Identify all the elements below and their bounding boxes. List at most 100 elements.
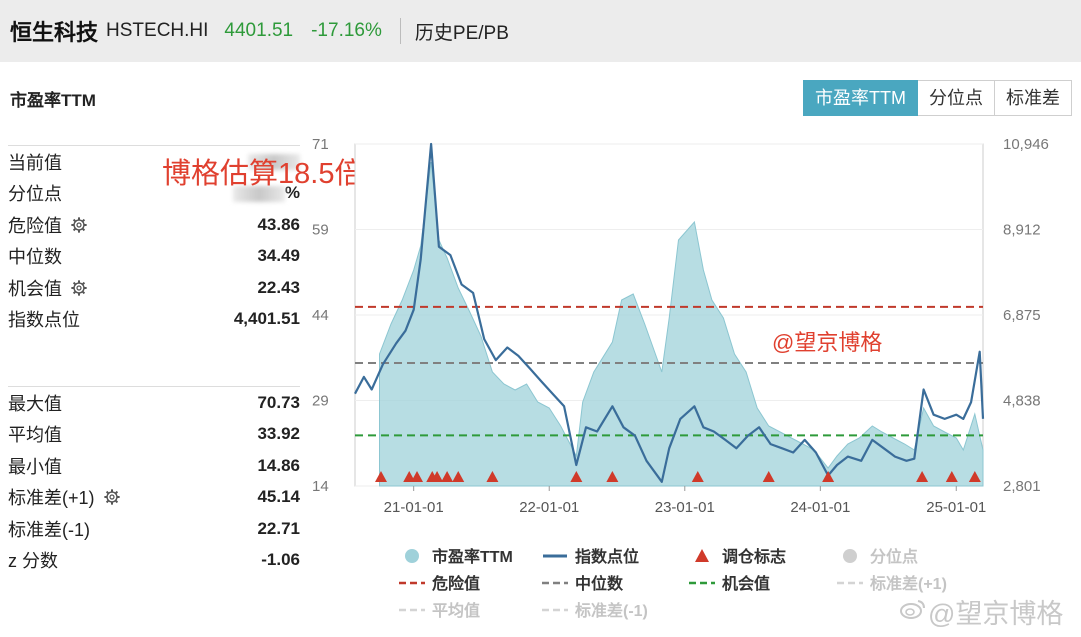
tab-percentile[interactable]: 分位点	[917, 80, 995, 116]
index-change: -17.16%	[311, 20, 382, 41]
left-axis-tick: 44	[312, 307, 329, 324]
stat-label: 中位数	[8, 247, 62, 268]
index-code: HSTECH.HI	[106, 20, 209, 41]
pe-ttm-area	[378, 161, 984, 487]
rebalance-marker	[968, 471, 981, 482]
header-bar: 恒生科技 HSTECH.HI 4401.51 -17.16% 历史PE/PB	[0, 0, 1081, 62]
stat-row-index-level: 指数点位 4,401.51	[8, 304, 300, 336]
section-title: 市盈率TTM	[10, 91, 96, 110]
stat-label: 分位点	[8, 184, 62, 205]
right-axis-tick: 8,912	[1003, 222, 1041, 239]
stat-row-max: 最大值 70.73	[8, 387, 300, 419]
rebalance-marker	[916, 471, 929, 482]
legend-item[interactable]: 中位数	[542, 574, 624, 593]
weibo-icon	[900, 600, 925, 619]
legend-item[interactable]: 平均值	[399, 601, 480, 620]
metric-tabs: 市盈率TTM 分位点 标准差	[803, 80, 1072, 116]
stat-row-std-plus: 标准差(+1) 45.14	[8, 482, 300, 514]
stat-label: 指数点位	[8, 310, 80, 331]
legend-label: 分位点	[870, 547, 918, 566]
tab-pe-ttm[interactable]: 市盈率TTM	[803, 80, 918, 116]
x-axis-tick: 22-01-01	[519, 499, 579, 516]
legend-item[interactable]: 调仓标志	[695, 547, 786, 566]
index-price: 4401.51	[224, 20, 294, 41]
stat-label: 平均值	[8, 425, 62, 446]
legend-item[interactable]: 标准差(-1)	[542, 601, 648, 620]
right-axis-tick: 6,875	[1003, 307, 1041, 324]
legend-label: 危险值	[432, 574, 480, 593]
legend-item[interactable]: 分位点	[843, 547, 918, 566]
legend-item[interactable]: 机会值	[689, 574, 770, 593]
stat-label-wrap: 标准差(+1)	[8, 484, 121, 510]
legend-item[interactable]: 危险值	[399, 574, 480, 593]
legend-marker	[695, 549, 709, 562]
x-axis-tick: 23-01-01	[655, 499, 715, 516]
gear-icon[interactable]	[70, 216, 88, 234]
index-level-line	[354, 142, 985, 483]
blurred-value	[232, 185, 285, 202]
stat-label: 当前值	[8, 152, 62, 173]
right-axis-tick: 4,838	[1003, 393, 1041, 410]
rebalance-marker	[441, 471, 454, 482]
left-axis-tick: 71	[312, 136, 329, 153]
legend-label: 标准差(-1)	[574, 601, 648, 620]
rebalance-marker	[486, 471, 499, 482]
rebalance-marker	[403, 471, 416, 482]
legend-label: 机会值	[722, 574, 770, 593]
stat-value-hidden	[248, 152, 300, 172]
legend-item[interactable]: 市盈率TTM	[405, 547, 513, 566]
rebalance-marker	[822, 471, 835, 482]
x-axis-tick: 21-01-01	[384, 499, 444, 516]
rebalance-marker	[374, 471, 387, 482]
legend-label: 中位数	[575, 574, 624, 593]
stat-label-wrap: 危险值	[8, 212, 88, 238]
stat-row-z-score: z 分数 -1.06	[8, 545, 300, 577]
stats-panel-summary: 最大值 70.73 平均值 33.92 最小值 14.86 标准差(+1) 45…	[8, 386, 300, 576]
stat-value: -1.06	[261, 550, 300, 570]
stat-value: 14.86	[257, 455, 300, 475]
stat-row-std-minus: 标准差(-1) 22.71	[8, 513, 300, 545]
legend-item[interactable]: 标准差(+1)	[837, 574, 947, 593]
x-axis-tick: 24-01-01	[790, 499, 850, 516]
gear-icon[interactable]	[70, 279, 88, 297]
left-axis-tick: 14	[312, 478, 329, 495]
stat-value: 33.92	[257, 424, 300, 444]
right-axis-tick: 10,946	[1003, 136, 1049, 153]
stat-label: 标准差(-1)	[8, 519, 90, 540]
rebalance-marker	[945, 471, 958, 482]
stat-value: 45.14	[257, 487, 300, 507]
stat-row-median: 中位数 34.49	[8, 241, 300, 273]
stat-value: 43.86	[257, 214, 300, 234]
left-axis-tick: 59	[312, 222, 329, 239]
rebalance-marker	[762, 471, 775, 482]
stat-row-opportunity: 机会值 22.43	[8, 272, 300, 304]
rebalance-marker	[452, 471, 465, 482]
x-axis-tick: 25-01-01	[926, 499, 986, 516]
stat-row-danger: 危险值 43.86	[8, 209, 300, 241]
stat-value: 22.71	[257, 518, 300, 538]
legend-label: 平均值	[432, 601, 480, 620]
legend-label: 指数点位	[575, 547, 639, 566]
rebalance-marker	[411, 471, 424, 482]
legend-item[interactable]: 指数点位	[543, 547, 639, 566]
rebalance-marker	[570, 471, 583, 482]
stat-label: 最大值	[8, 393, 62, 414]
blurred-value	[248, 154, 300, 171]
right-axis-tick: 2,801	[1003, 478, 1041, 495]
gear-icon[interactable]	[103, 488, 121, 506]
tab-std-dev[interactable]: 标准差	[994, 80, 1072, 116]
legend-marker	[843, 549, 857, 563]
header-divider	[399, 18, 401, 44]
stat-row-mean: 平均值 33.92	[8, 419, 300, 451]
history-pe-pb-link[interactable]: 历史PE/PB	[414, 22, 509, 44]
stat-row-current: 当前值	[8, 146, 300, 178]
corner-watermark: @望京博格	[928, 599, 1064, 629]
stat-value: 22.43	[257, 277, 300, 297]
stat-row-min: 最小值 14.86	[8, 450, 300, 482]
rebalance-marker	[606, 471, 619, 482]
pe-history-chart[interactable]: 71 59 44 29 14 10,946 8,912 6,875 4,838 2,801 21-0…	[300, 128, 1081, 628]
rebalance-marker	[431, 471, 444, 482]
stat-value: 4,401.51	[233, 309, 300, 329]
stat-row-percentile: 分位点 %	[8, 178, 300, 210]
legend-label: 市盈率TTM	[432, 547, 513, 566]
